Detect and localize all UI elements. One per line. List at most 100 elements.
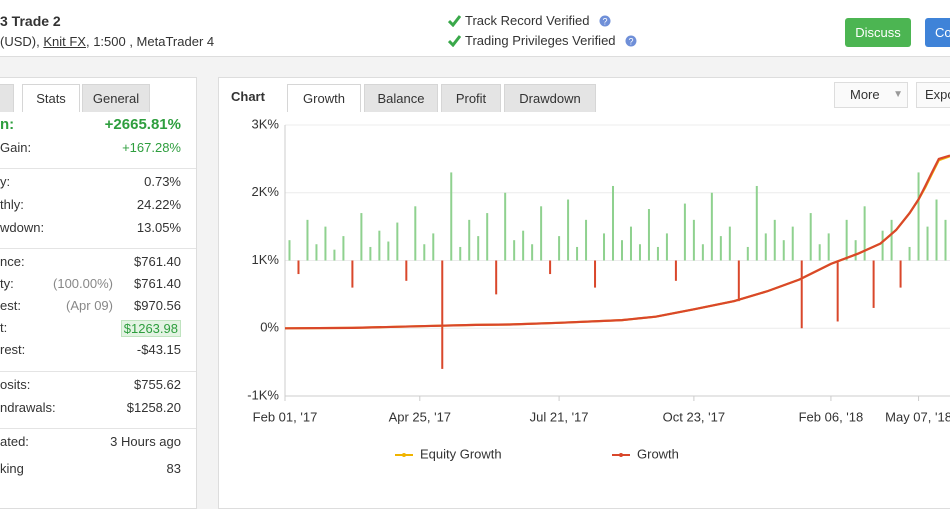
bar	[513, 240, 516, 261]
bar	[656, 246, 659, 261]
account-specs: , 1:500 , MetaTrader 4	[85, 34, 215, 49]
chart-label: Chart	[231, 89, 265, 104]
stat-value: 13.05%	[136, 220, 181, 235]
stat-label: n:	[0, 116, 15, 133]
y-tick-label: -1K%	[247, 387, 279, 402]
stat-label: wdown:	[0, 220, 45, 235]
bar	[351, 260, 354, 288]
bar	[854, 240, 857, 261]
series-line	[284, 154, 950, 330]
tab[interactable]: Drawdown	[504, 84, 596, 112]
series-line	[284, 155, 950, 330]
bar	[701, 244, 704, 261]
bar	[477, 236, 480, 261]
bar	[899, 260, 902, 288]
bar	[459, 246, 462, 261]
stat-value: $761.40	[134, 254, 181, 269]
copy-button[interactable]: Co	[925, 18, 950, 47]
stat-note: (Apr 09)	[66, 298, 113, 313]
bar	[710, 192, 713, 261]
divider	[0, 248, 196, 249]
stat-label: osits:	[0, 377, 31, 392]
tab[interactable]: General	[82, 84, 150, 112]
bar	[674, 260, 677, 281]
bar	[468, 219, 471, 261]
broker-link[interactable]: Knit FX	[43, 34, 86, 49]
bar	[333, 249, 336, 261]
bar	[396, 222, 399, 261]
bar	[773, 219, 776, 261]
stat-label: nce:	[0, 254, 25, 269]
stats-panel: Stats General n: +2665.81% Gain: +167.28% y:…	[0, 77, 197, 509]
bar	[405, 260, 408, 281]
bar	[908, 246, 911, 261]
bar	[585, 219, 588, 261]
x-tick-label: Feb 06, '18	[799, 409, 864, 424]
bar	[620, 240, 623, 261]
account-details: (USD), Knit FX, 1:500 , MetaTrader 4	[0, 34, 214, 49]
currency: (USD),	[0, 34, 40, 49]
header: 3 Trade 2 (USD), Knit FX, 1:500 , MetaTr…	[0, 0, 950, 57]
bar	[746, 246, 749, 261]
stat-label: ated:	[0, 434, 29, 449]
bar	[369, 246, 372, 261]
more-label: More	[850, 87, 880, 102]
account-title: 3 Trade 2	[0, 13, 61, 29]
bar	[863, 206, 866, 261]
stat-label: t:	[0, 320, 8, 335]
bar	[522, 230, 525, 261]
bar	[890, 219, 893, 261]
bar	[414, 206, 417, 261]
bar	[629, 226, 632, 261]
divider	[0, 428, 196, 429]
verification-text: Track Record Verified	[465, 13, 590, 28]
bar	[315, 244, 318, 261]
bar	[692, 219, 695, 261]
legend-label: Equity Growth	[420, 446, 502, 461]
stat-label: est:	[0, 298, 21, 313]
bar	[441, 260, 444, 369]
stat-label: Gain:	[0, 140, 32, 155]
svg-text:?: ?	[629, 37, 634, 47]
export-button[interactable]: Expo	[916, 82, 950, 108]
tab[interactable]: Stats	[22, 84, 80, 112]
x-tick-label: Apr 25, '17	[389, 409, 451, 424]
help-icon[interactable]: ?	[599, 15, 611, 27]
x-tick-label: Jul 21, '17	[530, 409, 589, 424]
tab[interactable]: Profit	[441, 84, 501, 112]
bar	[836, 260, 839, 322]
tab[interactable]: Balance	[364, 84, 438, 112]
more-button[interactable]: More ▼	[834, 82, 908, 108]
stat-value: $1258.20	[126, 399, 181, 415]
stat-value: +2665.81%	[104, 116, 181, 133]
stat-value: 83	[166, 461, 181, 476]
bar	[791, 226, 794, 261]
bar	[755, 185, 758, 261]
bar	[603, 233, 606, 261]
bar	[728, 226, 731, 261]
stat-value: 24.22%	[136, 197, 181, 212]
bar	[432, 233, 435, 261]
legend-marker	[402, 453, 406, 457]
discuss-button[interactable]: Discuss	[845, 18, 911, 47]
stat-value: +167.28%	[122, 140, 181, 155]
stat-label: y:	[0, 174, 11, 189]
x-tick-label: Feb 01, '17	[253, 409, 318, 424]
bar	[531, 244, 534, 261]
divider	[0, 371, 196, 372]
bar	[567, 199, 570, 261]
stat-value: $755.62	[134, 377, 181, 392]
tab[interactable]: Growth	[287, 84, 361, 112]
help-icon[interactable]: ?	[625, 35, 637, 47]
verification-text: Trading Privileges Verified	[465, 33, 616, 48]
bar	[719, 236, 722, 261]
legend-marker	[619, 453, 623, 457]
bar	[576, 246, 579, 261]
tab[interactable]	[0, 84, 14, 112]
verification: Track Record Verified ?	[447, 13, 615, 28]
bar	[926, 226, 929, 261]
stat-value: -$43.15	[136, 342, 181, 357]
bar	[827, 233, 830, 261]
y-tick-label: 2K%	[252, 184, 280, 199]
